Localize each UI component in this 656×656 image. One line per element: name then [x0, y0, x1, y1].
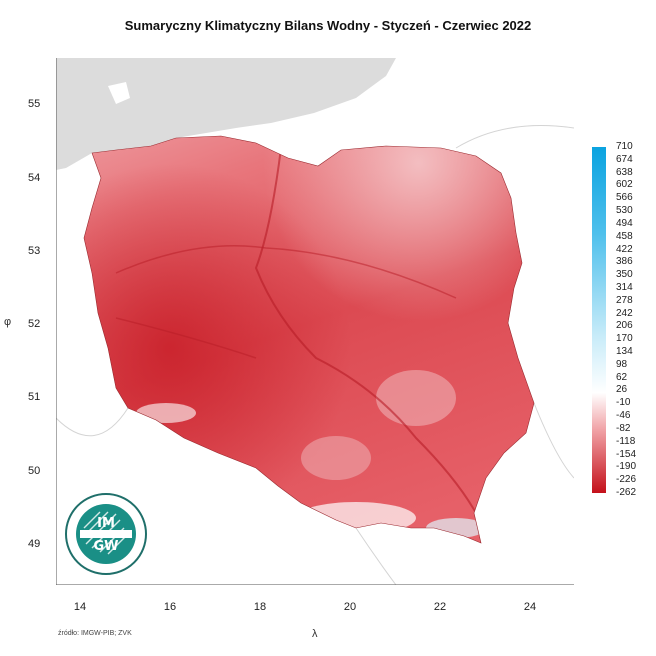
y-axis-title: φ — [4, 316, 12, 328]
imgw-logo: IM GW — [64, 492, 148, 576]
y-tick-label: 51 — [28, 391, 41, 403]
map-title: Sumaryczny Klimatyczny Bilans Wodny - St… — [124, 18, 532, 33]
legend-label: 206 — [616, 320, 633, 332]
y-tick-label: 54 — [28, 172, 41, 184]
x-tick-label: 24 — [523, 601, 537, 613]
legend-label: 638 — [616, 166, 633, 178]
legend-label: 350 — [616, 269, 633, 281]
northern-land-area — [56, 58, 396, 170]
x-tick-label: 18 — [253, 601, 267, 613]
legend-label: 494 — [616, 217, 633, 229]
legend-label: 278 — [616, 294, 633, 306]
x-axis-title: λ — [312, 628, 318, 640]
rugen-island — [108, 82, 130, 104]
legend-label: 710 — [616, 141, 633, 152]
legend-label: 530 — [616, 205, 633, 217]
x-tick-label: 16 — [163, 601, 177, 613]
legend-label: 242 — [616, 307, 633, 319]
svg-text:GW: GW — [93, 539, 118, 554]
x-tick-label: 14 — [73, 601, 87, 613]
y-tick-label: 55 — [28, 98, 41, 110]
legend-label: 602 — [616, 179, 633, 191]
legend-label: 566 — [616, 192, 633, 204]
neighbour-border — [355, 527, 397, 585]
legend-label: 314 — [616, 281, 633, 293]
legend-label: 134 — [616, 346, 633, 358]
map-svg — [56, 58, 574, 585]
legend-label: -226 — [616, 474, 637, 486]
legend-colorbar — [592, 147, 606, 493]
y-tick-label: 53 — [28, 245, 41, 257]
neighbour-border — [56, 407, 129, 437]
neighbour-border — [455, 125, 574, 149]
legend-label: 386 — [616, 256, 633, 268]
legend-label: 674 — [616, 153, 633, 165]
legend-label: -190 — [616, 461, 637, 473]
legend-label: 170 — [616, 333, 633, 345]
legend-label: -82 — [616, 422, 631, 434]
legend-label: -154 — [616, 448, 637, 460]
legend-label: -46 — [616, 410, 631, 422]
legend-label: 26 — [616, 384, 628, 396]
map-plot — [56, 58, 574, 585]
legend-label: 458 — [616, 230, 633, 242]
legend-label: -118 — [616, 435, 636, 447]
x-tick-label: 22 — [433, 601, 447, 613]
y-tick-label: 52 — [28, 318, 41, 330]
poland-border — [83, 135, 535, 544]
legend-label: 62 — [616, 371, 628, 383]
neighbour-border — [533, 402, 574, 479]
svg-text:IM: IM — [97, 516, 115, 531]
legend-label: -10 — [616, 397, 631, 409]
source-note: źródło: IMGW-PIB; ZVK — [58, 630, 132, 637]
legend-label: -262 — [616, 487, 637, 498]
legend-label: 422 — [616, 243, 633, 255]
x-tick-label: 20 — [343, 601, 357, 613]
y-tick-label: 49 — [28, 538, 41, 550]
legend-label: 98 — [616, 358, 628, 370]
y-tick-label: 50 — [28, 465, 41, 477]
